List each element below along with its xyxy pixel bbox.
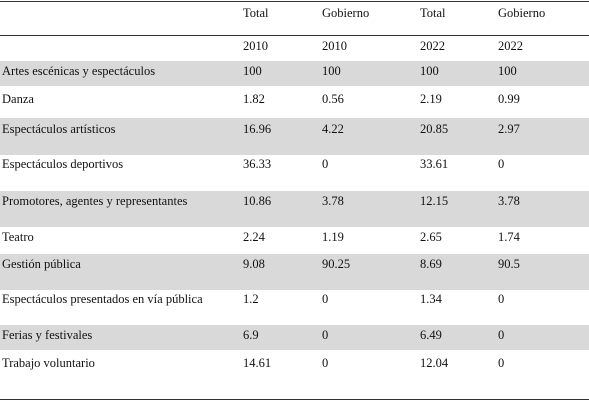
table-row: Teatro 2.24 1.19 2.65 1.74 [0, 227, 589, 254]
cell-value: 100 [420, 64, 439, 78]
cell-value: 2.19 [420, 92, 442, 106]
cell-value: 1.34 [420, 292, 442, 306]
table-row: Promotores, agentes y representantes 10.… [0, 191, 589, 227]
row-label: Espectáculos presentados en vía pública [2, 292, 203, 306]
row-label: Trabajo voluntario [2, 356, 95, 370]
cell-value: 0 [322, 356, 329, 370]
table-top-rule [0, 1, 589, 2]
cell-value: 0.99 [498, 92, 520, 106]
table-row: Ferias y festivales 6.9 0 6.49 0 [0, 325, 589, 350]
row-label: Danza [2, 92, 34, 106]
row-label: Espectáculos deportivos [2, 157, 124, 171]
header-gobierno-2022: Gobierno [498, 6, 546, 20]
cell-value: 3.78 [322, 194, 344, 208]
cell-value: 0 [498, 356, 505, 370]
header-total-2022: Total [420, 6, 446, 20]
year-col-2: 2010 [322, 39, 347, 53]
cell-value: 6.49 [420, 328, 442, 342]
cell-value: 12.04 [420, 356, 449, 370]
year-col-1: 2010 [243, 39, 268, 53]
cell-value: 1.2 [243, 292, 259, 306]
cell-value: 2.65 [420, 230, 442, 244]
cell-value: 0 [322, 157, 329, 171]
row-label: Promotores, agentes y representantes [2, 194, 188, 208]
row-label: Ferias y festivales [2, 328, 93, 342]
table-row: Danza 1.82 0.56 2.19 0.99 [0, 86, 589, 118]
table-row: Trabajo voluntario 14.61 0 12.04 0 [0, 350, 589, 382]
cell-value: 100 [498, 64, 517, 78]
cell-value: 0 [498, 328, 505, 342]
cell-value: 0 [498, 292, 505, 306]
header-total-2010: Total [243, 6, 269, 20]
cell-value: 100 [243, 64, 262, 78]
cell-value: 0 [322, 292, 329, 306]
cell-value: 3.78 [498, 194, 520, 208]
cell-value: 2.97 [498, 122, 520, 136]
table-row: Espectáculos deportivos 36.33 0 33.61 0 [0, 155, 589, 191]
cell-value: 1.74 [498, 230, 520, 244]
year-col-4: 2022 [498, 39, 523, 53]
table-row: Espectáculos artísticos 16.96 4.22 20.85… [0, 118, 589, 155]
cell-value: 1.19 [322, 230, 344, 244]
cell-value: 0 [498, 157, 505, 171]
table-row: Espectáculos presentados en vía pública … [0, 290, 589, 325]
cell-value: 90.5 [498, 257, 520, 271]
table-row: Gestión pública 9.08 90.25 8.69 90.5 [0, 254, 589, 290]
cell-value: 8.69 [420, 257, 442, 271]
row-label: Artes escénicas y espectáculos [2, 64, 156, 78]
cell-value: 100 [322, 64, 341, 78]
cell-value: 36.33 [243, 157, 272, 171]
year-col-3: 2022 [420, 39, 445, 53]
cell-value: 9.08 [243, 257, 265, 271]
header-row-1: Total Gobierno Total Gobierno [0, 5, 589, 25]
cell-value: 14.61 [243, 356, 272, 370]
header-divider [0, 35, 589, 36]
cell-value: 2.24 [243, 230, 265, 244]
table-bottom-rule [0, 399, 589, 400]
row-label: Espectáculos artísticos [2, 122, 116, 136]
cell-value: 10.86 [243, 194, 272, 208]
cell-value: 16.96 [243, 122, 272, 136]
cell-value: 6.9 [243, 328, 259, 342]
cell-value: 33.61 [420, 157, 449, 171]
cell-value: 4.22 [322, 122, 344, 136]
cell-value: 1.82 [243, 92, 265, 106]
header-row-2: 2010 2010 2022 2022 [0, 38, 589, 58]
table-row: Artes escénicas y espectáculos 100 100 1… [0, 61, 589, 86]
cell-value: 0.56 [322, 92, 344, 106]
cell-value: 0 [322, 328, 329, 342]
cell-value: 20.85 [420, 122, 449, 136]
cell-value: 90.25 [322, 257, 351, 271]
cell-value: 12.15 [420, 194, 449, 208]
row-label: Teatro [2, 230, 34, 244]
row-label: Gestión pública [2, 257, 81, 271]
header-gobierno-2010: Gobierno [322, 6, 370, 20]
